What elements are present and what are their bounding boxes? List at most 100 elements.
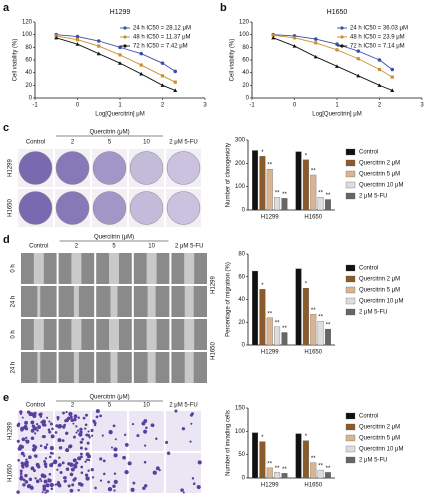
cell	[38, 412, 42, 416]
cell	[87, 430, 90, 433]
cell	[32, 414, 37, 418]
legend-swatch	[345, 297, 356, 305]
bar	[274, 326, 281, 346]
cell	[87, 469, 90, 472]
cell	[30, 466, 35, 471]
y-tick-label: 60	[238, 274, 245, 280]
cell	[84, 460, 87, 463]
significance: *	[261, 283, 264, 289]
cell	[112, 484, 116, 488]
point	[271, 35, 276, 40]
cell	[71, 483, 75, 487]
cell	[35, 479, 40, 484]
cell	[81, 437, 84, 441]
cell	[113, 489, 116, 492]
bar	[259, 289, 266, 346]
point	[390, 67, 395, 72]
point	[356, 57, 360, 61]
point	[356, 49, 361, 53]
point	[97, 44, 101, 48]
cell	[50, 487, 54, 491]
legend-swatch	[345, 148, 356, 156]
point	[96, 51, 101, 56]
legend-label: 72 h IC50 = 7.42 μM	[133, 44, 188, 50]
cell	[130, 487, 135, 492]
scratch-gap	[71, 319, 82, 350]
bar	[310, 174, 317, 211]
cell	[124, 469, 129, 475]
cell	[26, 410, 31, 414]
bar	[324, 328, 331, 346]
y-tick-label: 100	[239, 32, 250, 38]
y-tick-label: 200	[235, 161, 246, 167]
legend-label: Quercitrin 5 μM	[359, 288, 400, 294]
y-tick-label: 80	[238, 252, 245, 258]
cell	[80, 465, 84, 469]
panel-letter: b	[220, 2, 227, 14]
chart-title: H1299	[110, 9, 131, 16]
x-tick-label: 1	[118, 103, 122, 109]
cell	[113, 479, 118, 484]
image-bg	[92, 453, 127, 493]
cell	[85, 476, 90, 481]
cell	[22, 462, 26, 466]
scratch-gap	[109, 253, 119, 284]
point	[271, 33, 275, 37]
y-axis-label: Cell viability (%)	[13, 39, 19, 82]
cell	[101, 434, 104, 437]
point	[314, 41, 318, 45]
legend-swatch	[345, 456, 356, 464]
row-label: H1650	[8, 464, 14, 482]
cell	[92, 419, 96, 423]
legend-marker	[340, 35, 344, 39]
scratch-gap	[146, 253, 157, 284]
cell	[85, 413, 88, 417]
cell	[84, 423, 88, 427]
cell	[197, 460, 202, 465]
cell	[112, 424, 116, 428]
y-tick-label: 0	[29, 96, 33, 102]
cell	[50, 434, 55, 439]
cell	[69, 488, 74, 493]
scratch-gap	[184, 319, 195, 350]
cell	[19, 410, 23, 414]
point	[173, 88, 178, 92]
cell	[94, 486, 97, 490]
bar	[302, 159, 309, 211]
significance: **	[267, 163, 272, 169]
cell	[39, 444, 43, 448]
y-tick-label: 40	[238, 297, 245, 303]
cell	[87, 458, 91, 462]
cell	[58, 456, 61, 459]
cell	[192, 482, 196, 485]
cell	[150, 423, 155, 428]
point	[75, 42, 80, 46]
cell	[70, 467, 75, 472]
column-label: 5	[108, 140, 112, 146]
well	[92, 151, 127, 185]
point	[377, 83, 382, 87]
cell	[25, 458, 28, 461]
cell	[99, 479, 103, 482]
legend-label: 24 h IC50 = 28.12 μM	[133, 26, 191, 32]
scratch-gap	[33, 253, 44, 284]
significance: **	[267, 461, 272, 467]
cell	[90, 468, 94, 472]
cell	[72, 458, 77, 463]
bar	[295, 268, 302, 346]
cell	[69, 415, 73, 419]
scratch-gap	[110, 286, 118, 317]
cell	[79, 446, 83, 450]
cell	[44, 457, 48, 460]
cell	[166, 451, 171, 455]
cell	[124, 443, 129, 447]
legend-label: Quercitrin 2 μM	[359, 425, 400, 431]
cell	[144, 484, 148, 488]
cell	[34, 432, 37, 435]
y-tick-label: 100	[235, 184, 246, 190]
y-tick-label: 0	[242, 208, 246, 214]
legend-swatch	[345, 264, 356, 272]
significance: *	[305, 434, 308, 440]
cell	[90, 428, 94, 433]
cell	[30, 486, 34, 490]
